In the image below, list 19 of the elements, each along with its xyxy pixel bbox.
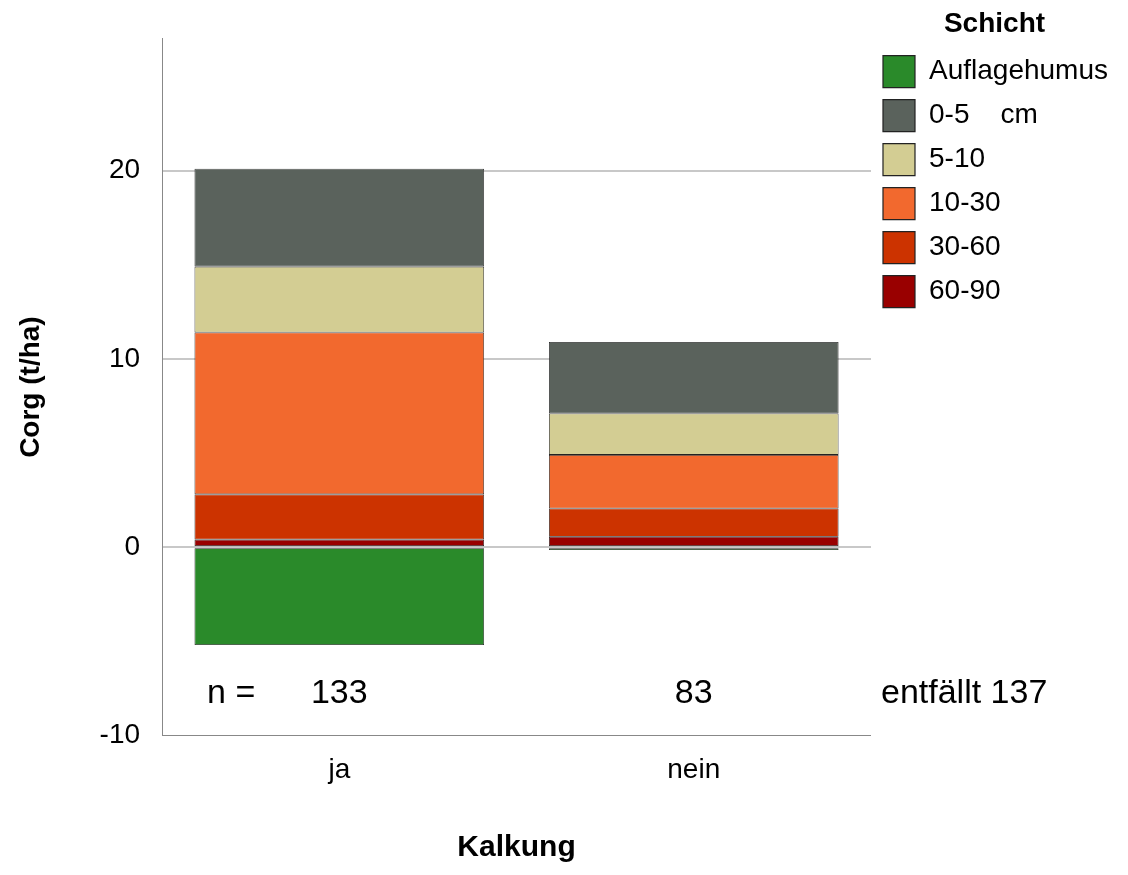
legend-label: 5-10 (928, 142, 986, 174)
annotation: 133 (310, 671, 368, 710)
legend-title: Schicht (943, 6, 1046, 38)
y-tick-label: 0 (124, 529, 141, 561)
annotation: n = (207, 671, 256, 710)
legend-label: 30-60 (928, 230, 1001, 262)
legend-label: 10-30 (928, 186, 1001, 218)
y-tick-label: -10 (99, 718, 141, 750)
y-tick-label: 20 (108, 153, 141, 185)
text: entfällt 137 (880, 671, 1048, 710)
y-tick-label: 10 (108, 341, 141, 373)
x-axis-title: Kalkung (457, 829, 576, 863)
legend-label: Auflagehumus (928, 54, 1109, 86)
legend-label: 60-90 (928, 274, 1001, 306)
y-axis-title: Corg (t/ha) (13, 316, 45, 458)
x-tick-label: ja (327, 752, 351, 784)
annotation: 83 (674, 671, 713, 710)
legend-label: 0-5 cm (928, 98, 1038, 130)
x-tick-label: nein (667, 752, 721, 784)
